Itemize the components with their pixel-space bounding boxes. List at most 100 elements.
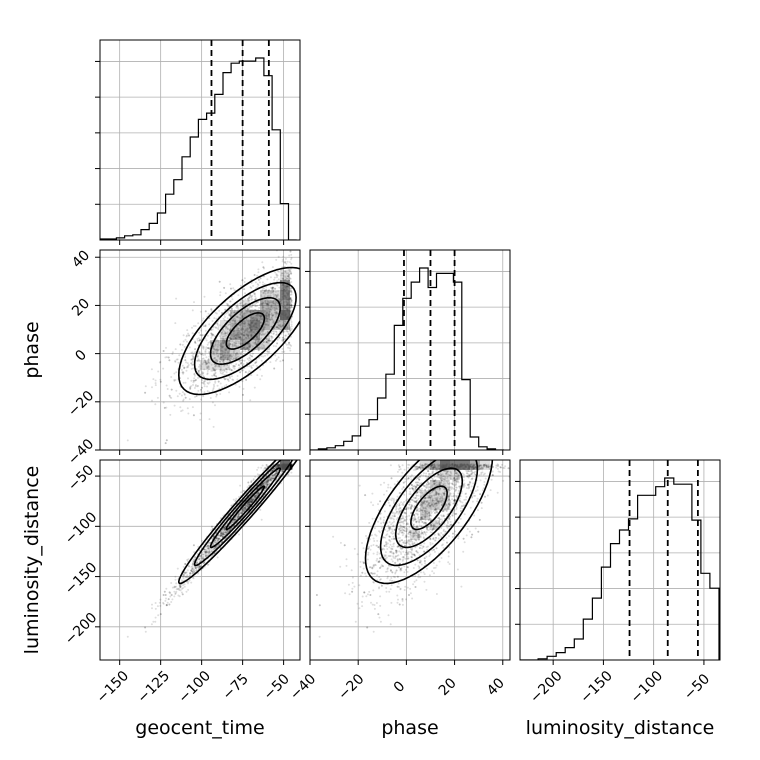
sample-point [265,475,268,478]
sample-point [272,320,275,323]
sample-point [260,518,263,521]
sample-point [262,287,265,290]
sample-point [192,381,195,384]
sample-point [271,336,274,339]
sample-point [216,349,219,351]
sample-point [273,302,276,305]
sample-point [230,311,233,314]
sample-point [252,284,255,287]
sample-point [274,313,277,316]
sample-point [271,478,274,481]
sample-point [265,484,268,487]
sample-point [231,324,234,327]
sample-point [271,474,274,477]
sample-point [239,512,242,515]
sample-point [213,369,216,372]
sample-point [232,498,235,501]
sample-point [217,354,220,357]
sample-point [217,364,220,367]
sample-point [234,318,237,321]
sample-point [278,336,281,339]
sample-point [270,286,272,289]
sample-point [254,281,257,284]
sample-point [212,351,215,354]
sample-point [266,303,269,306]
sample-point [175,389,178,392]
sample-point [185,366,188,369]
sample-point [181,587,183,590]
sample-point [227,304,229,307]
sample-point [242,313,245,316]
sample-point [210,341,213,344]
sample-point [211,334,214,337]
sample-point [260,355,263,358]
sample-point [217,380,220,383]
sample-point [264,302,267,305]
sample-point [290,291,293,294]
sample-point [260,299,263,302]
sample-point [265,464,268,466]
sample-point [251,352,254,355]
sample-point [254,298,257,301]
sample-point [288,329,291,332]
sample-point [225,531,228,534]
sample-point [276,342,279,345]
sample-point [254,475,257,478]
sample-point [220,331,223,334]
sample-point [248,501,250,504]
sample-point [192,367,195,370]
sample-point [261,303,264,306]
sample-point [257,278,260,281]
sample-point [203,380,206,383]
sample-point [232,350,235,353]
sample-point [272,313,275,316]
sample-point [276,464,279,467]
sample-point [278,327,281,330]
sample-point [204,324,207,327]
sample-point [225,312,228,315]
sample-point [236,378,239,381]
sample-point [274,301,277,304]
sample-point [225,367,227,370]
sample-point [275,312,278,315]
sample-point [234,340,237,343]
sample-point [216,359,219,362]
sample-point [259,508,262,511]
sample-point [229,283,232,286]
sample-point [229,309,232,312]
sample-point [167,356,170,359]
sample-point [176,567,179,570]
sample-point [223,364,225,367]
sample-point [270,476,273,479]
sample-point [267,291,270,294]
sample-point [264,487,267,490]
sample-point [263,267,265,270]
sample-point [168,359,171,362]
sample-point [247,503,250,506]
sample-point [144,626,147,629]
sample-point [271,300,274,303]
sample-point [272,290,275,292]
sample-point [207,365,210,368]
sample-point [282,338,285,341]
sample-point [211,350,214,353]
sample-point [273,307,276,310]
sample-point [193,374,196,377]
sample-point [201,319,204,322]
sample-point [276,464,279,467]
sample-point [187,412,190,415]
sample-point [214,404,216,407]
sample-point [214,326,217,329]
sample-point [281,325,283,327]
sample-point [274,359,277,362]
sample-point [206,367,209,369]
sample-point [253,386,256,389]
sample-point [223,526,226,529]
sample-point [262,341,265,343]
sample-point [210,309,213,312]
sample-point [246,307,249,310]
sample-point [275,326,278,329]
sample-point [262,344,265,347]
sample-point [191,568,194,570]
sample-point [177,361,180,364]
